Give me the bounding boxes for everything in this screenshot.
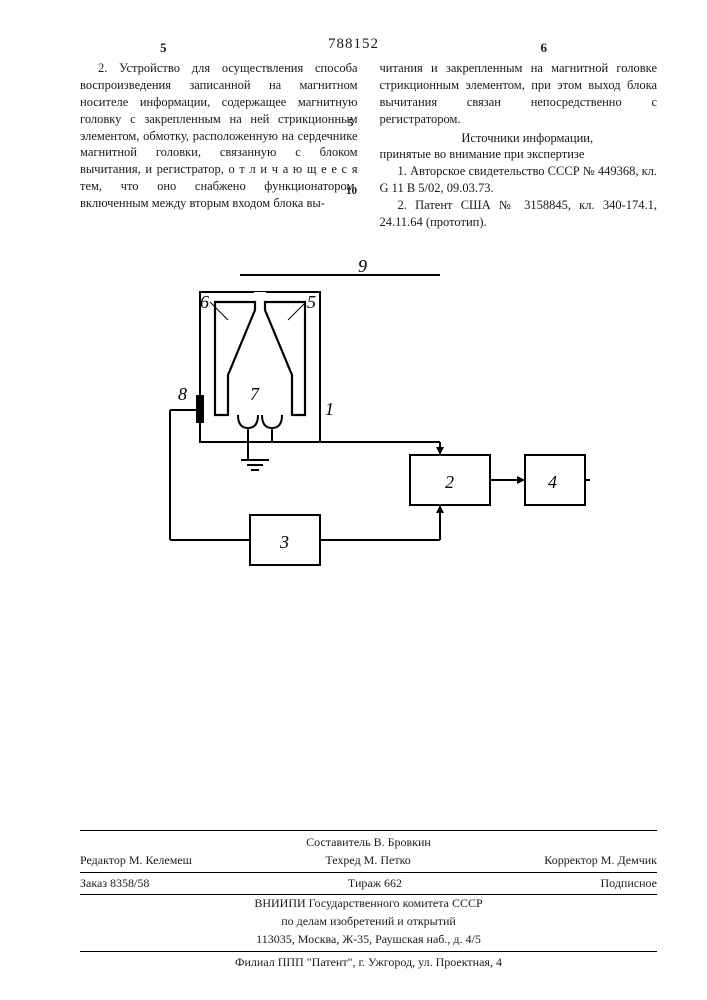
org-line-2: по делам изобретений и открытий — [80, 913, 657, 930]
claim-continuation: читания и закрепленным на магнитной голо… — [380, 60, 658, 128]
right-column: читания и закрепленным на магнитной голо… — [380, 60, 658, 231]
corrector: Корректор М. Демчик — [544, 852, 657, 869]
diagram-label-6: 6 — [200, 292, 209, 312]
compiler-line: Составитель В. Бровкин — [80, 830, 657, 851]
left-column: 2. Устройство для осуществления способа … — [80, 60, 358, 231]
org-line-1: ВНИИПИ Государственного комитета СССР — [80, 895, 657, 912]
editor: Редактор М. Келемеш — [80, 852, 192, 869]
diagram-label-3: 3 — [279, 532, 289, 552]
diagram-label-2: 2 — [445, 472, 454, 492]
tech-editor: Техред М. Петко — [325, 852, 410, 869]
diagram-label-5: 5 — [307, 292, 316, 312]
circuit-diagram: 1 2 3 4 5 6 7 8 9 — [110, 260, 590, 590]
tiraz: Тираж 662 — [348, 875, 402, 892]
claim-text: 2. Устройство для осуществления способа … — [80, 60, 358, 212]
credits-block: Составитель В. Бровкин Редактор М. Келем… — [80, 830, 657, 972]
column-number-right: 6 — [541, 40, 548, 56]
branch: Филиал ППП "Патент", г. Ужгород, ул. Про… — [80, 954, 657, 971]
reference-2: 2. Патент США № 3158845, кл. 340-174.1, … — [380, 197, 658, 231]
sources-subtitle: принятые во внимание при экспертизе — [380, 146, 658, 163]
diagram-label-7: 7 — [250, 384, 260, 404]
diagram-label-8: 8 — [178, 384, 187, 404]
sources-title: Источники информации, — [380, 130, 658, 147]
document-number: 788152 — [328, 36, 379, 53]
diagram-label-9: 9 — [358, 260, 367, 276]
diagram-label-1: 1 — [325, 399, 334, 419]
reference-1: 1. Авторское свидетельство СССР № 449368… — [380, 163, 658, 197]
diagram-label-4: 4 — [548, 472, 557, 492]
column-number-left: 5 — [160, 40, 167, 56]
text-columns: 2. Устройство для осуществления способа … — [80, 60, 657, 231]
address: 113035, Москва, Ж-35, Раушская наб., д. … — [80, 931, 657, 952]
order-number: Заказ 8358/58 — [80, 875, 149, 892]
podpisnoe: Подписное — [601, 875, 658, 892]
